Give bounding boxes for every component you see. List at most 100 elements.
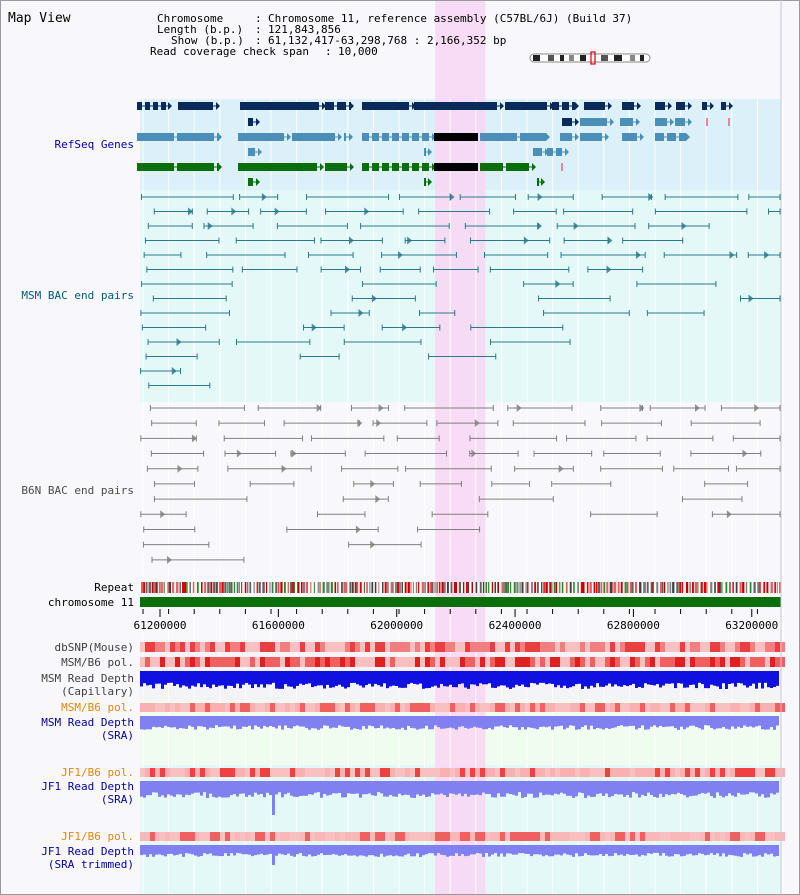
pol-cell — [460, 642, 465, 652]
repeat-element — [143, 582, 146, 593]
repeat-element — [319, 582, 321, 593]
gene-exon — [422, 133, 429, 141]
repeat-label: Repeat — [94, 581, 134, 594]
depth-bar — [389, 845, 392, 856]
depth-bar — [224, 716, 227, 727]
depth-bar — [530, 781, 533, 794]
depth-bar — [458, 845, 461, 857]
repeat-element — [519, 582, 521, 593]
msm-bac-label[interactable]: MSM BAC end pairs — [21, 289, 134, 302]
repeat-element — [429, 582, 432, 593]
b6n-bac-pair-arrow — [236, 449, 242, 458]
gene-exon — [422, 163, 429, 171]
pol-cell — [350, 832, 355, 841]
depth-bar — [461, 716, 464, 727]
depth-bar — [323, 845, 326, 856]
msm-bac-pairs[interactable] — [140, 193, 781, 389]
depth-bar — [293, 781, 296, 797]
gene-exon — [520, 133, 546, 141]
pol-cell — [335, 832, 340, 841]
repeat-element — [732, 582, 734, 593]
depth-bar — [302, 845, 305, 856]
pol-cell — [585, 657, 590, 667]
depth-bar — [773, 671, 776, 688]
depth-bar — [206, 671, 209, 687]
depth-bar — [308, 671, 311, 684]
depth-bar — [299, 845, 302, 854]
repeat-element — [399, 582, 401, 593]
depth-bar — [287, 845, 290, 854]
pol-cell — [210, 832, 215, 841]
repeat-element — [246, 582, 249, 593]
pol-cell — [540, 832, 545, 841]
repeat-element — [676, 582, 679, 593]
gene-exon — [556, 148, 562, 156]
pol-cell — [565, 768, 570, 777]
depth-bar — [482, 671, 485, 685]
pol-cell — [590, 768, 595, 777]
depth-bar — [611, 845, 614, 856]
depth-bar — [647, 845, 650, 854]
pol-cell — [395, 768, 400, 777]
depth-bar — [140, 671, 143, 687]
pol-cell — [745, 657, 750, 667]
depth-bar — [338, 845, 341, 856]
depth-bar — [671, 781, 674, 794]
repeat-element — [739, 582, 742, 593]
depth-bar — [551, 716, 554, 730]
depth-bar — [200, 716, 203, 727]
b6n-bac-label[interactable]: B6N BAC end pairs — [21, 484, 134, 497]
depth-bar — [215, 845, 218, 856]
selection-highlight[interactable] — [435, 0, 486, 895]
depth-bar — [185, 845, 188, 854]
depth-bar — [269, 781, 272, 796]
depth-bar — [734, 845, 737, 856]
depth-bar — [155, 716, 158, 728]
depth-bar — [740, 845, 743, 857]
repeat-element — [146, 582, 148, 593]
pol-cell — [290, 657, 295, 667]
repeat-element — [669, 582, 672, 593]
pol-cell — [520, 832, 525, 841]
refseq-label[interactable]: RefSeq Genes — [55, 138, 134, 151]
refseq-genes[interactable] — [137, 102, 733, 186]
depth-bar — [206, 716, 209, 730]
pol-cell — [200, 832, 205, 841]
depth-bar — [287, 671, 290, 687]
depth-bar — [170, 716, 173, 728]
b6n-bac-pairs[interactable] — [140, 404, 781, 564]
depth-bar — [539, 845, 542, 855]
depth-bar — [773, 716, 776, 730]
gene-strand-arrow — [688, 102, 692, 110]
depth-bar — [770, 671, 773, 689]
depth-bar — [209, 716, 212, 728]
msm-bac-pair-arrow — [635, 251, 641, 259]
depth-bar — [431, 781, 434, 794]
repeat-element — [204, 582, 207, 593]
depth-bar — [353, 671, 356, 683]
pol-cell — [715, 832, 720, 841]
repeat-element — [558, 582, 561, 593]
depth-bar — [407, 671, 410, 685]
pol-cell — [455, 642, 460, 652]
pol-cell — [675, 832, 680, 841]
pol-cell — [420, 642, 425, 652]
pol-cell — [730, 832, 735, 841]
depth-bar — [149, 716, 152, 730]
depth-bar — [662, 716, 665, 728]
depth-bar — [377, 716, 380, 729]
pol-cell — [205, 768, 210, 777]
chromosome-ideogram-icon[interactable] — [529, 51, 651, 65]
depth-bar — [362, 716, 365, 727]
depth-bar — [209, 845, 212, 854]
depth-bar — [329, 845, 332, 855]
depth-bar — [680, 671, 683, 684]
repeat-element — [189, 582, 191, 593]
repeat-element — [776, 582, 778, 593]
depth-bar — [308, 845, 311, 855]
depth-bar — [599, 716, 602, 729]
pol-cell — [555, 768, 560, 777]
pol-cell — [505, 642, 510, 652]
